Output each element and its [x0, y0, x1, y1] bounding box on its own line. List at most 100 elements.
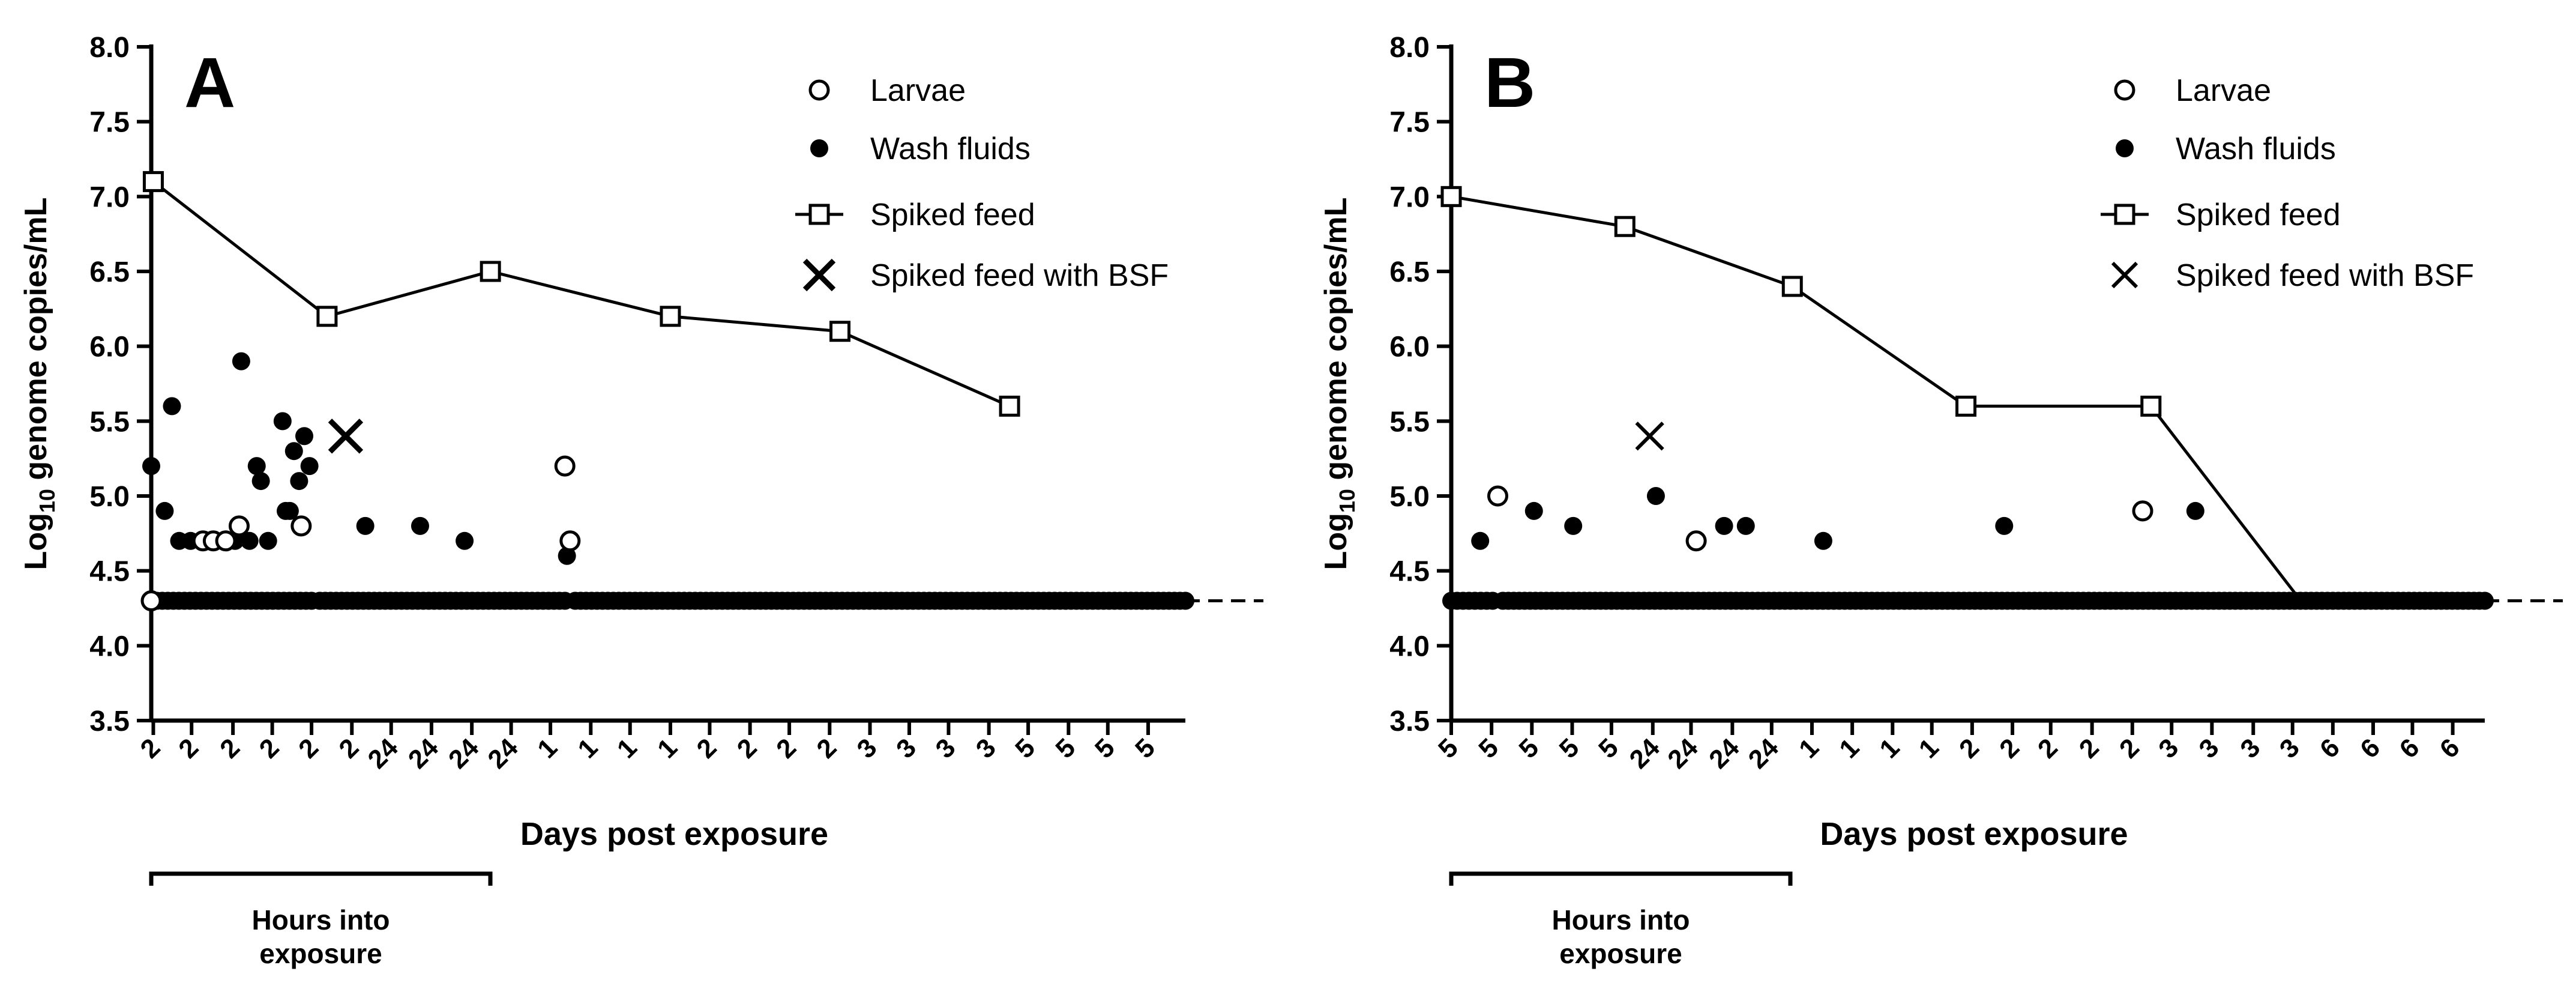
x-tick-label: 24 [1662, 733, 1704, 775]
x-tick-label: 2 [254, 733, 285, 764]
hours-label-line1: Hours into [1552, 904, 1690, 936]
wash-fluids-point [1736, 516, 1755, 535]
x-tick-label: 3 [930, 733, 961, 764]
wash-fluids-point [1524, 501, 1543, 520]
x-tick-label: 2 [1954, 733, 1985, 764]
legend-wash-fluids-label: Wash fluids [2176, 132, 2336, 166]
y-tick-label: 8.0 [89, 32, 130, 64]
spiked-feed-point [1955, 395, 1977, 417]
x-tick-label: 2 [691, 733, 723, 764]
y-tick-label: 5.5 [1389, 406, 1430, 438]
x-tick-label: 1 [612, 733, 643, 764]
panel-title: B [1484, 43, 1535, 122]
x-tick-label: 24 [1703, 733, 1745, 775]
legend: Larvae Wash fluids Spiked feed Spiked feed … [795, 73, 1169, 293]
x-tick-label: 3 [891, 733, 922, 764]
x-tick-label: 2 [811, 733, 842, 764]
panel-b: 3.5 4.0 4.5 5.0 5.5 6.0 6.5 7.0 7.5 8.0 Log10 geno… [1319, 32, 2563, 969]
y-tick-label: 8.0 [1389, 32, 1430, 64]
legend-wash-fluids-icon [810, 139, 828, 157]
wash-fluids-point [1715, 516, 1733, 535]
y-axis-label-log: Log [1319, 513, 1353, 570]
wash-fluids-point [411, 516, 429, 535]
x-tick-label: 1 [652, 733, 683, 764]
y-tick-label: 4.5 [89, 556, 130, 588]
legend-spiked-feed-label: Spiked feed [870, 198, 1035, 232]
wash-fluids-point [1564, 516, 1583, 535]
larvae-point [1487, 485, 1508, 507]
y-tick-label: 7.0 [1389, 181, 1430, 213]
y-tick-label: 4.5 [1389, 556, 1430, 588]
legend-spiked-feed-bsf-label: Spiked feed with BSF [2176, 258, 2474, 293]
y-tick-label: 7.5 [1389, 107, 1430, 139]
x-tick-label: 3 [2234, 733, 2266, 764]
baseline-point [1176, 591, 1194, 610]
x-tick-label: 6 [2355, 733, 2386, 764]
spiked-feed-point [1614, 216, 1636, 237]
x-tick-label: 2 [2114, 733, 2145, 764]
x-tick-label: 5 [1010, 733, 1041, 764]
x-tick-label: 3 [2194, 733, 2225, 764]
x-tick-label: 24 [482, 733, 524, 775]
x-tick-label: 5 [1593, 733, 1624, 764]
y-tick-label: 5.0 [1389, 481, 1430, 513]
y-axis-label: Log10 genome copies/mL [1319, 198, 1359, 570]
y-axis-label-log: Log [19, 513, 53, 570]
legend-larvae-label: Larvae [2176, 73, 2271, 108]
x-tick-label: 1 [1913, 733, 1945, 764]
x-tick-label: 2 [333, 733, 364, 764]
spiked-feed-point [1781, 276, 1803, 297]
wash-fluids-point [290, 472, 308, 491]
wash-fluids-point [356, 516, 375, 535]
larvae-point [2132, 500, 2153, 522]
wash-fluids-point [232, 352, 250, 370]
spiked-feed-point [829, 321, 851, 342]
larvae-point [554, 455, 576, 477]
x-tick-label: 2 [135, 733, 166, 764]
x-tick-label: 3 [852, 733, 883, 764]
larvae-point [290, 515, 312, 537]
spiked-feed-point [142, 171, 164, 192]
larvae-point [215, 530, 236, 552]
x-tick-label: 5 [1433, 733, 1464, 764]
x-tick-label: 24 [403, 733, 445, 775]
spiked-feed-line [1451, 195, 2302, 602]
x-tick-label: 3 [2153, 733, 2184, 764]
baseline-point [2476, 591, 2494, 610]
x-tick-label: 1 [572, 733, 603, 764]
x-axis-title: Days post exposure [520, 816, 828, 852]
x-tick-label: 2 [2074, 733, 2105, 764]
legend-wash-fluids-icon [2116, 139, 2134, 157]
x-tick-label: 6 [2434, 733, 2466, 764]
x-tick-label: 1 [1874, 733, 1905, 764]
hours-bracket [149, 871, 493, 886]
y-axis-label-subscript: 10 [35, 489, 59, 513]
spiked-feed-bsf-point [328, 419, 364, 454]
spiked-feed-point [999, 395, 1020, 417]
x-tick-label: 5 [1089, 733, 1121, 764]
panel-a: 3.5 4.0 4.5 5.0 5.5 6.0 6.5 7.0 7.5 8.0 Log10 geno… [19, 32, 1263, 969]
wash-fluids-point [142, 457, 160, 476]
x-tick-label: 24 [443, 733, 485, 775]
larvae-point [140, 590, 162, 612]
wash-fluids-point [247, 457, 266, 476]
legend-spiked-feed-label: Spiked feed [2176, 198, 2341, 232]
x-tick-label: 5 [1050, 733, 1081, 764]
spiked-feed-point [2140, 395, 2162, 417]
y-tick-label: 6.5 [89, 256, 130, 288]
y-axis-label: Log10 genome copies/mL [19, 198, 59, 570]
wash-fluids-point [280, 501, 299, 520]
x-tick-label: 1 [532, 733, 563, 764]
x-tick-label: 2 [771, 733, 802, 764]
y-tick-label: 5.5 [89, 406, 130, 438]
legend-spiked-feed-icon [2114, 204, 2135, 225]
y-tick-label: 6.0 [89, 331, 130, 363]
x-tick-label: 1 [1834, 733, 1865, 764]
x-tick-label: 2 [2032, 733, 2063, 764]
x-tick-label: 24 [1624, 733, 1666, 775]
x-tick-label: 1 [1793, 733, 1825, 764]
legend-larvae-icon [2114, 79, 2135, 101]
x-tick-label: 24 [1743, 733, 1785, 775]
larvae-point [1685, 530, 1707, 552]
